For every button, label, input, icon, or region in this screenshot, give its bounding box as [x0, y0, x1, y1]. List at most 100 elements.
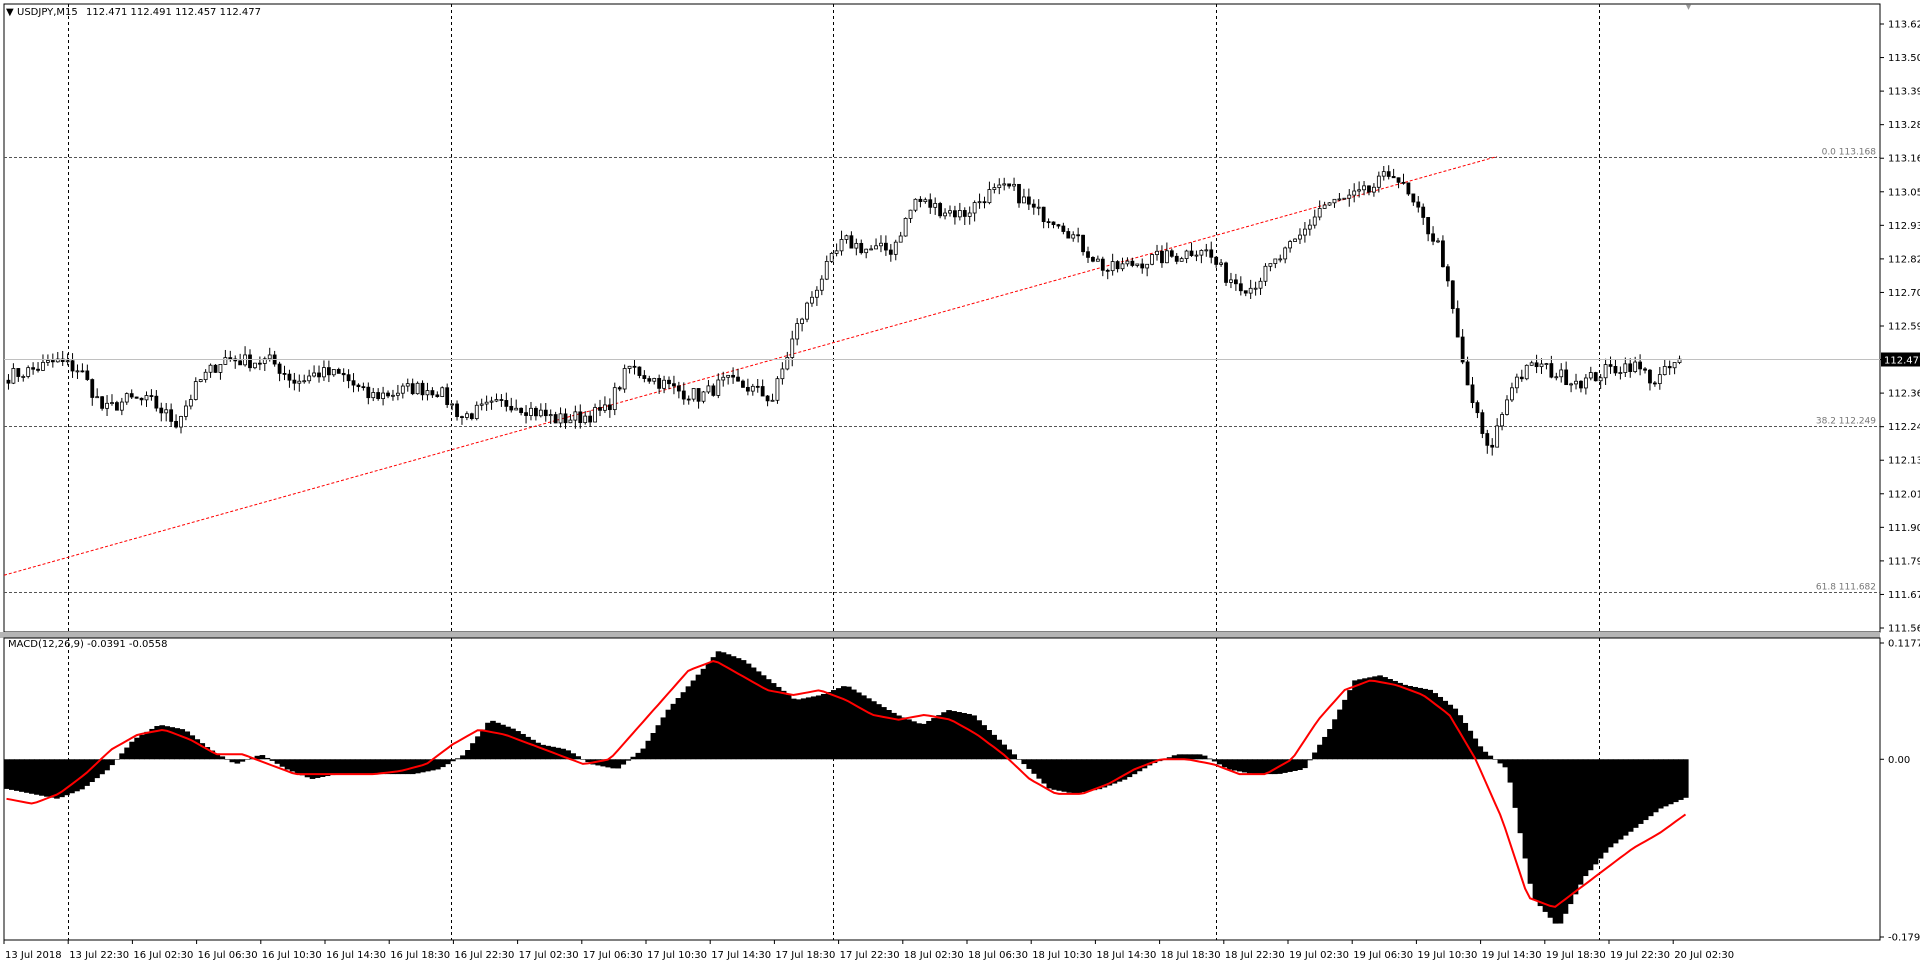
candle[interactable]	[139, 397, 144, 406]
candle[interactable]	[95, 388, 100, 399]
candle[interactable]	[662, 375, 666, 394]
candle[interactable]	[849, 231, 854, 249]
candle[interactable]	[1026, 188, 1031, 211]
candle[interactable]	[938, 201, 943, 219]
candle[interactable]	[6, 374, 11, 390]
candle[interactable]	[1667, 360, 1672, 375]
candle[interactable]	[1381, 165, 1386, 181]
candle[interactable]	[1347, 189, 1352, 207]
candle[interactable]	[297, 374, 302, 392]
candle[interactable]	[854, 238, 859, 256]
candle[interactable]	[987, 181, 992, 205]
candle[interactable]	[1288, 239, 1293, 253]
candle[interactable]	[1160, 245, 1164, 268]
candle[interactable]	[386, 390, 390, 399]
candle[interactable]	[1579, 380, 1583, 393]
candle[interactable]	[248, 349, 252, 372]
candle[interactable]	[1510, 382, 1514, 403]
candle[interactable]	[652, 377, 657, 385]
candle[interactable]	[553, 411, 558, 424]
candle[interactable]	[1367, 185, 1371, 196]
candle[interactable]	[450, 403, 455, 411]
candle[interactable]	[953, 205, 957, 225]
candle[interactable]	[1524, 364, 1529, 381]
candle[interactable]	[1115, 260, 1120, 273]
candle[interactable]	[208, 363, 213, 378]
candle[interactable]	[672, 375, 676, 395]
candle[interactable]	[1416, 196, 1421, 213]
candle[interactable]	[676, 381, 681, 399]
candle[interactable]	[923, 197, 928, 204]
candle[interactable]	[696, 388, 701, 409]
candle[interactable]	[1002, 177, 1007, 191]
candle[interactable]	[425, 382, 430, 401]
candle[interactable]	[430, 387, 435, 398]
candle[interactable]	[489, 396, 494, 410]
candle[interactable]	[1263, 263, 1268, 286]
candle[interactable]	[479, 398, 484, 411]
candle[interactable]	[1293, 238, 1297, 242]
candle[interactable]	[494, 393, 499, 403]
candle[interactable]	[1219, 259, 1223, 267]
candle[interactable]	[1322, 201, 1327, 209]
candle[interactable]	[1436, 237, 1440, 244]
candle[interactable]	[908, 209, 913, 223]
candle[interactable]	[169, 403, 174, 427]
candle[interactable]	[548, 409, 553, 425]
candle[interactable]	[223, 349, 228, 365]
candle[interactable]	[1041, 206, 1046, 229]
candle[interactable]	[859, 239, 864, 255]
candle[interactable]	[736, 368, 740, 382]
candle[interactable]	[972, 200, 977, 222]
candle[interactable]	[790, 330, 795, 367]
candle[interactable]	[1554, 372, 1559, 381]
candle[interactable]	[691, 388, 696, 402]
candle[interactable]	[741, 379, 745, 388]
candle[interactable]	[1628, 358, 1633, 378]
candle[interactable]	[1406, 182, 1411, 196]
candle[interactable]	[903, 217, 908, 237]
candle[interactable]	[745, 378, 750, 396]
candle[interactable]	[1081, 234, 1085, 256]
candle[interactable]	[1529, 360, 1534, 366]
candle[interactable]	[361, 382, 366, 391]
candle[interactable]	[1396, 177, 1401, 189]
candle[interactable]	[775, 376, 780, 404]
candle[interactable]	[844, 234, 849, 244]
candle[interactable]	[504, 392, 509, 412]
candle[interactable]	[119, 397, 124, 416]
candle[interactable]	[1618, 366, 1623, 380]
candle[interactable]	[1441, 235, 1445, 268]
candle[interactable]	[70, 353, 75, 378]
candle[interactable]	[913, 198, 918, 213]
candle[interactable]	[1638, 354, 1642, 376]
collapse-arrow-icon[interactable]: ▼	[6, 7, 14, 18]
candle[interactable]	[1480, 409, 1485, 439]
candle[interactable]	[144, 391, 149, 407]
candle[interactable]	[46, 354, 50, 366]
candle[interactable]	[391, 389, 395, 401]
macd-pane[interactable]: 0.1177 0.00 -0.1799	[3, 637, 1920, 944]
candle[interactable]	[331, 369, 336, 377]
candle[interactable]	[1229, 272, 1233, 289]
candle[interactable]	[869, 245, 874, 251]
candle[interactable]	[943, 208, 947, 220]
candle[interactable]	[1455, 300, 1460, 338]
candle[interactable]	[731, 367, 735, 384]
candle[interactable]	[1150, 253, 1154, 266]
candle[interactable]	[1298, 228, 1302, 244]
candle[interactable]	[36, 362, 40, 373]
candle[interactable]	[317, 365, 321, 383]
candle[interactable]	[1051, 221, 1056, 229]
candle[interactable]	[1258, 277, 1263, 295]
candle[interactable]	[1145, 263, 1150, 277]
candle[interactable]	[1613, 359, 1618, 376]
candle[interactable]	[1539, 358, 1544, 374]
candle[interactable]	[292, 372, 297, 391]
candle[interactable]	[1450, 280, 1455, 314]
candle[interactable]	[1544, 362, 1549, 370]
candle[interactable]	[765, 395, 770, 407]
candle[interactable]	[405, 378, 410, 392]
candle[interactable]	[322, 360, 326, 381]
